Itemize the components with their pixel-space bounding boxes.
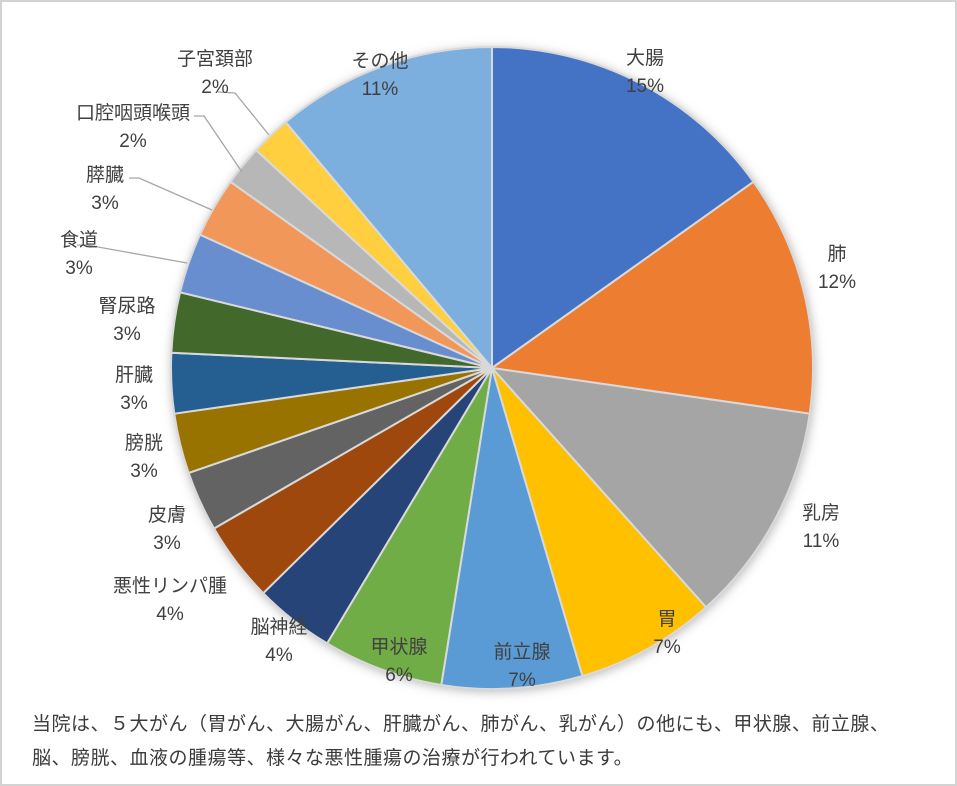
leader-line-0 bbox=[217, 91, 270, 136]
pie-slice-4 bbox=[440, 367, 584, 690]
leader-line-1 bbox=[194, 115, 243, 173]
pie-slice-5 bbox=[326, 367, 493, 686]
pie-slice-1 bbox=[491, 180, 814, 415]
pie-slice-3 bbox=[491, 367, 708, 677]
pie-slice-16 bbox=[284, 46, 493, 369]
pie-slice-0 bbox=[491, 46, 755, 369]
leader-line-3 bbox=[77, 244, 188, 264]
caption: 当院は、５大がん（胃がん、大腸がん、肝臓がん、肺がん、乳がん）の他にも、甲状腺、… bbox=[32, 714, 890, 769]
pie-slice-2 bbox=[491, 367, 811, 609]
leader-line-2 bbox=[129, 177, 213, 211]
pie-slices-group bbox=[170, 46, 814, 690]
